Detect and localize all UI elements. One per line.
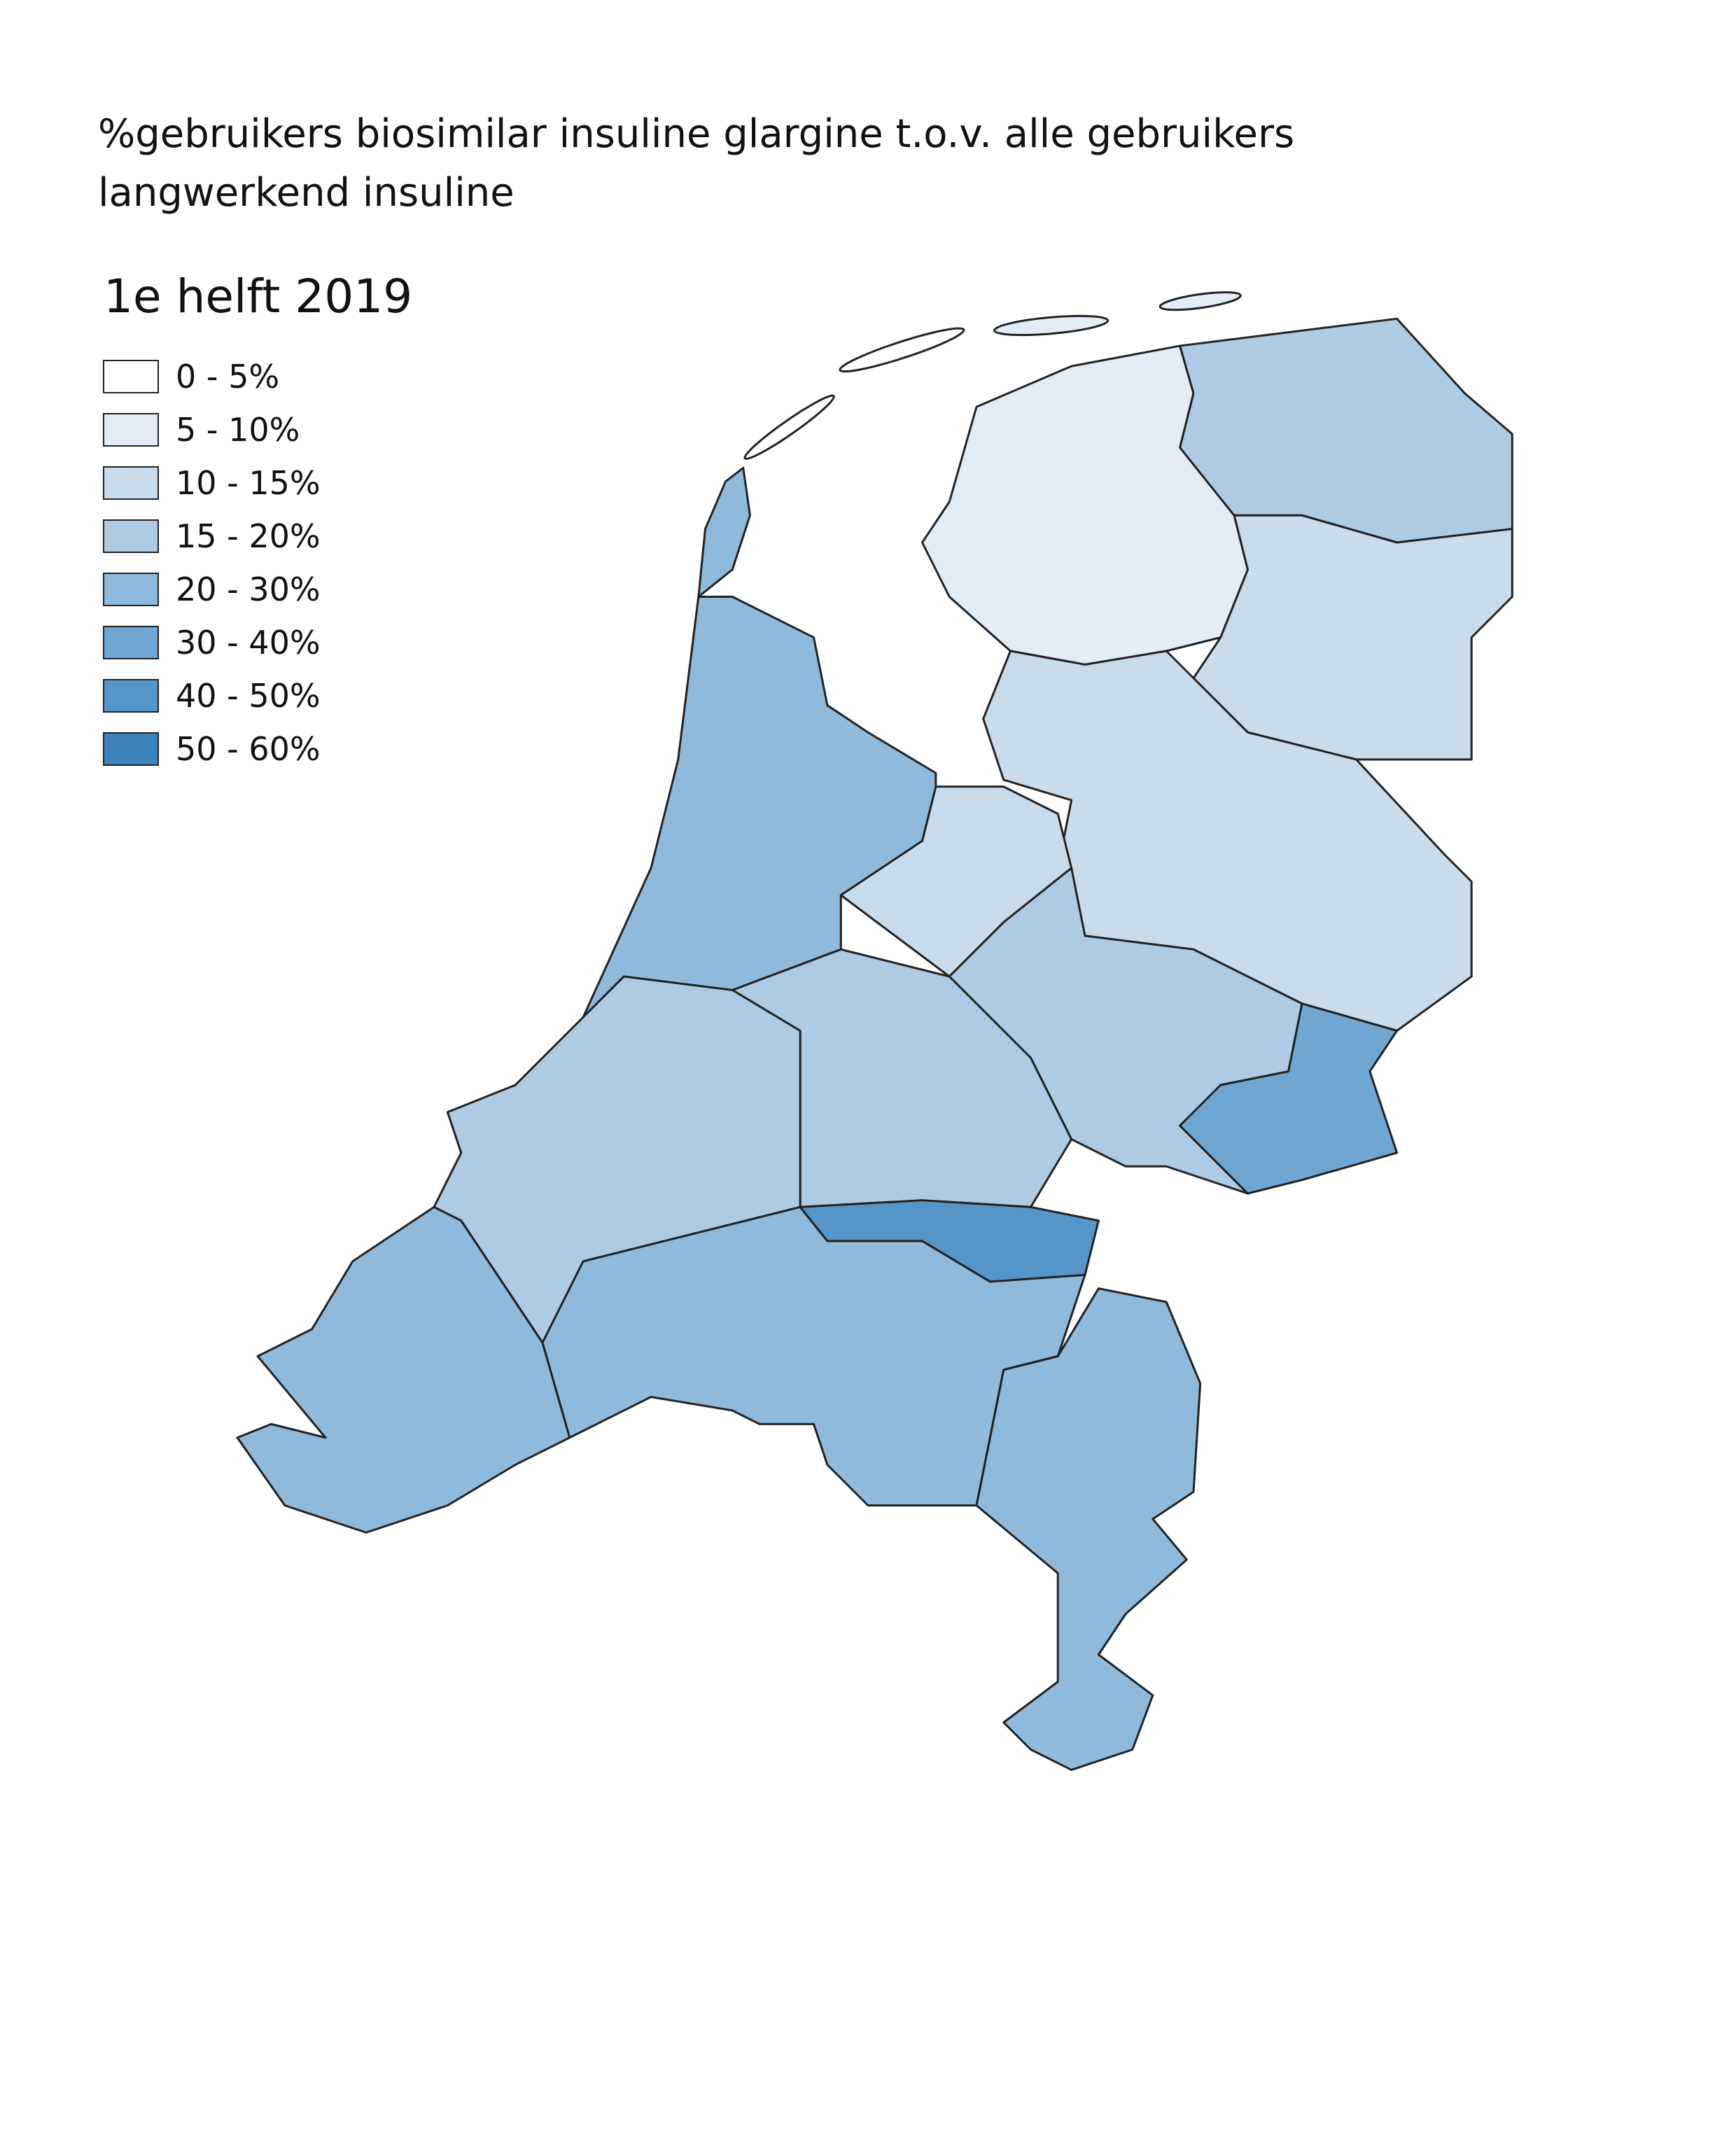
legend-swatch xyxy=(103,519,159,553)
island xyxy=(699,468,750,596)
legend-item: 50 - 60% xyxy=(103,722,321,776)
region xyxy=(800,1200,1098,1282)
legend-item: 30 - 40% xyxy=(103,616,321,669)
legend: 0 - 5% 5 - 10% 10 - 15% 15 - 20% 20 - 30% 30 … xyxy=(103,350,321,776)
legend-swatch xyxy=(103,360,159,393)
legend-item: 40 - 50% xyxy=(103,669,321,722)
legend-label: 50 - 60% xyxy=(176,730,321,768)
island xyxy=(993,312,1108,338)
island xyxy=(741,391,838,464)
legend-label: 5 - 10% xyxy=(176,411,300,449)
legend-swatch xyxy=(103,573,159,606)
legend-label: 0 - 5% xyxy=(176,358,280,396)
region xyxy=(583,597,936,1018)
legend-label: 30 - 40% xyxy=(176,624,321,662)
legend-label: 10 - 15% xyxy=(176,464,321,502)
region xyxy=(1194,515,1512,760)
legend-swatch xyxy=(103,679,159,713)
legend-swatch xyxy=(103,626,159,659)
region xyxy=(237,1207,570,1532)
region xyxy=(1180,318,1513,542)
legend-item: 10 - 15% xyxy=(103,456,321,510)
legend-item: 15 - 20% xyxy=(103,510,321,563)
legend-swatch xyxy=(103,732,159,766)
region xyxy=(1180,1004,1397,1194)
legend-swatch xyxy=(103,413,159,447)
legend-swatch xyxy=(103,466,159,500)
island xyxy=(1159,288,1242,313)
legend-label: 40 - 50% xyxy=(176,677,321,715)
title: %gebruikers biosimilar insuline glargine… xyxy=(98,111,1295,216)
legend-label: 15 - 20% xyxy=(176,517,321,555)
legend-label: 20 - 30% xyxy=(176,570,321,608)
island xyxy=(837,322,966,378)
legend-item: 20 - 30% xyxy=(103,563,321,616)
region xyxy=(983,651,1472,1031)
legend-title: 1e helft 2019 xyxy=(104,270,413,323)
region xyxy=(976,1289,1200,1770)
legend-item: 5 - 10% xyxy=(103,403,321,456)
legend-item: 0 - 5% xyxy=(103,350,321,403)
